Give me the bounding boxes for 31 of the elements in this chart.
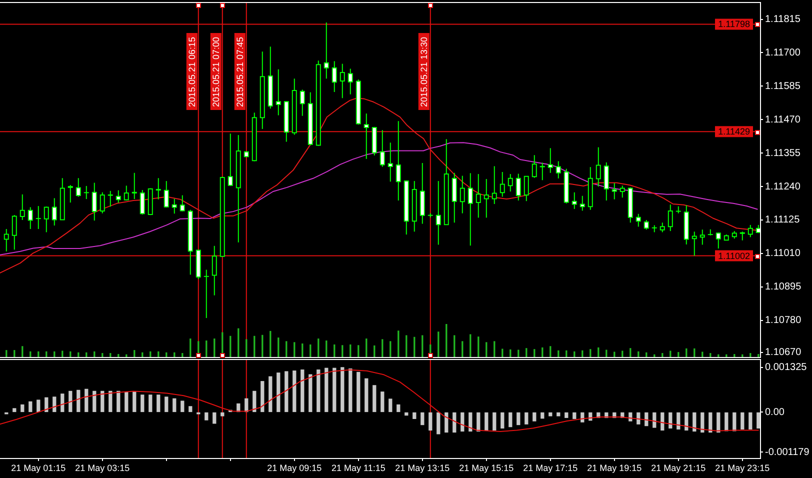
ref-line-label: 1.11429 — [718, 126, 750, 137]
y-tick-label: 1.10670 — [765, 347, 802, 358]
y-tick-label: 1.11240 — [765, 181, 801, 192]
ref-line-label: 2015.05.21 07:00 — [210, 36, 221, 107]
x-tick-label: 21 May 19:15 — [587, 462, 642, 473]
y-tick-label: 1.11585 — [765, 80, 801, 92]
y-tick-label: 0.00 — [765, 406, 785, 418]
y-tick-label: 1.11355 — [765, 148, 801, 159]
y-tick-label: 1.11125 — [765, 214, 800, 226]
y-tick-label: 1.11815 — [765, 14, 801, 26]
x-tick-label: 21 May 17:15 — [523, 462, 578, 473]
ref-line-label: 1.11798 — [718, 19, 750, 30]
x-tick-label: 21 May 01:15 — [11, 462, 66, 473]
x-tick-label: 21 May 13:15 — [395, 462, 450, 473]
y-tick-label: 1.11010 — [765, 248, 801, 260]
x-tick-label: 21 May 11:15 — [331, 462, 386, 473]
x-tick-label: 21 May 09:15 — [267, 462, 322, 473]
x-tick-label: 21 May 15:15 — [459, 462, 514, 473]
ref-line-label: 1.11002 — [718, 250, 750, 261]
y-tick-label: 1.10895 — [765, 282, 802, 293]
y-tick-label: -0.001179 — [765, 446, 810, 458]
ref-line-label: 2015.05.21 13:30 — [418, 36, 429, 107]
x-tick-label: 21 May 03:15 — [75, 462, 130, 473]
y-tick-label: 0.001325 — [765, 362, 808, 374]
ref-line-label: 2015.05.21 07:45 — [234, 36, 245, 107]
ref-line-label: 2015.05.21 06:15 — [186, 36, 197, 107]
x-tick-label: 21 May 23:15 — [715, 462, 770, 473]
y-tick-label: 1.11470 — [765, 114, 801, 126]
y-tick-label: 1.10780 — [765, 315, 802, 326]
y-tick-label: 1.11700 — [765, 47, 801, 58]
x-tick-label: 21 May 21:15 — [651, 462, 706, 473]
